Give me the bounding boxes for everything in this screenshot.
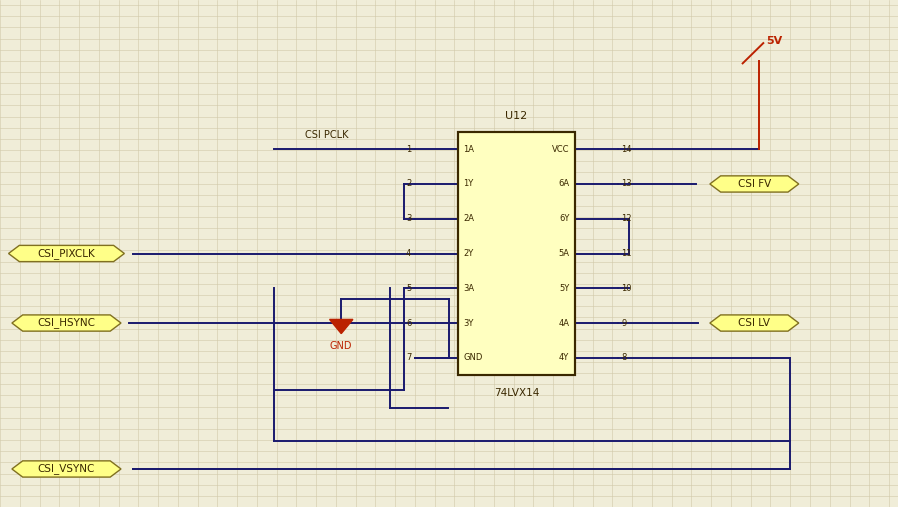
Text: 2Y: 2Y (463, 249, 473, 258)
Polygon shape (12, 461, 121, 477)
Bar (458, 132, 575, 375)
Text: 1: 1 (406, 144, 411, 154)
Text: 6Y: 6Y (559, 214, 569, 223)
Text: 13: 13 (621, 179, 632, 189)
Text: 4: 4 (406, 249, 411, 258)
Text: 74LVX14: 74LVX14 (494, 388, 539, 398)
Text: CSI_PIXCLK: CSI_PIXCLK (38, 248, 95, 259)
Text: 12: 12 (621, 214, 632, 223)
Text: 7: 7 (406, 353, 411, 363)
Text: 8: 8 (621, 353, 627, 363)
Text: CSI LV: CSI LV (738, 318, 770, 328)
Text: 14: 14 (621, 144, 632, 154)
Text: 5Y: 5Y (559, 284, 569, 293)
Text: 4Y: 4Y (559, 353, 569, 363)
Text: 4A: 4A (559, 318, 569, 328)
Text: 3A: 3A (463, 284, 474, 293)
Polygon shape (8, 245, 124, 262)
Bar (458, 132, 575, 375)
Text: 2: 2 (406, 179, 411, 189)
Polygon shape (12, 315, 121, 331)
Text: VCC: VCC (552, 144, 569, 154)
Text: 11: 11 (621, 249, 632, 258)
Text: 6: 6 (406, 318, 411, 328)
Text: CSI PCLK: CSI PCLK (304, 130, 348, 140)
Text: CSI_HSYNC: CSI_HSYNC (38, 317, 95, 329)
Text: 10: 10 (621, 284, 632, 293)
Text: 3Y: 3Y (463, 318, 474, 328)
Polygon shape (330, 319, 353, 334)
Text: 5: 5 (406, 284, 411, 293)
Text: CSI_VSYNC: CSI_VSYNC (38, 463, 95, 475)
Text: GND: GND (330, 341, 353, 351)
Text: 2A: 2A (463, 214, 474, 223)
Text: 9: 9 (621, 318, 627, 328)
Text: 1A: 1A (463, 144, 474, 154)
Text: 1Y: 1Y (463, 179, 473, 189)
Text: 6A: 6A (559, 179, 569, 189)
Polygon shape (709, 315, 799, 331)
Text: U12: U12 (506, 111, 527, 121)
Polygon shape (709, 176, 799, 192)
Text: CSI FV: CSI FV (737, 179, 771, 189)
Text: GND: GND (463, 353, 483, 363)
Text: 5A: 5A (559, 249, 569, 258)
Text: 5V: 5V (766, 35, 782, 46)
Text: 3: 3 (406, 214, 411, 223)
